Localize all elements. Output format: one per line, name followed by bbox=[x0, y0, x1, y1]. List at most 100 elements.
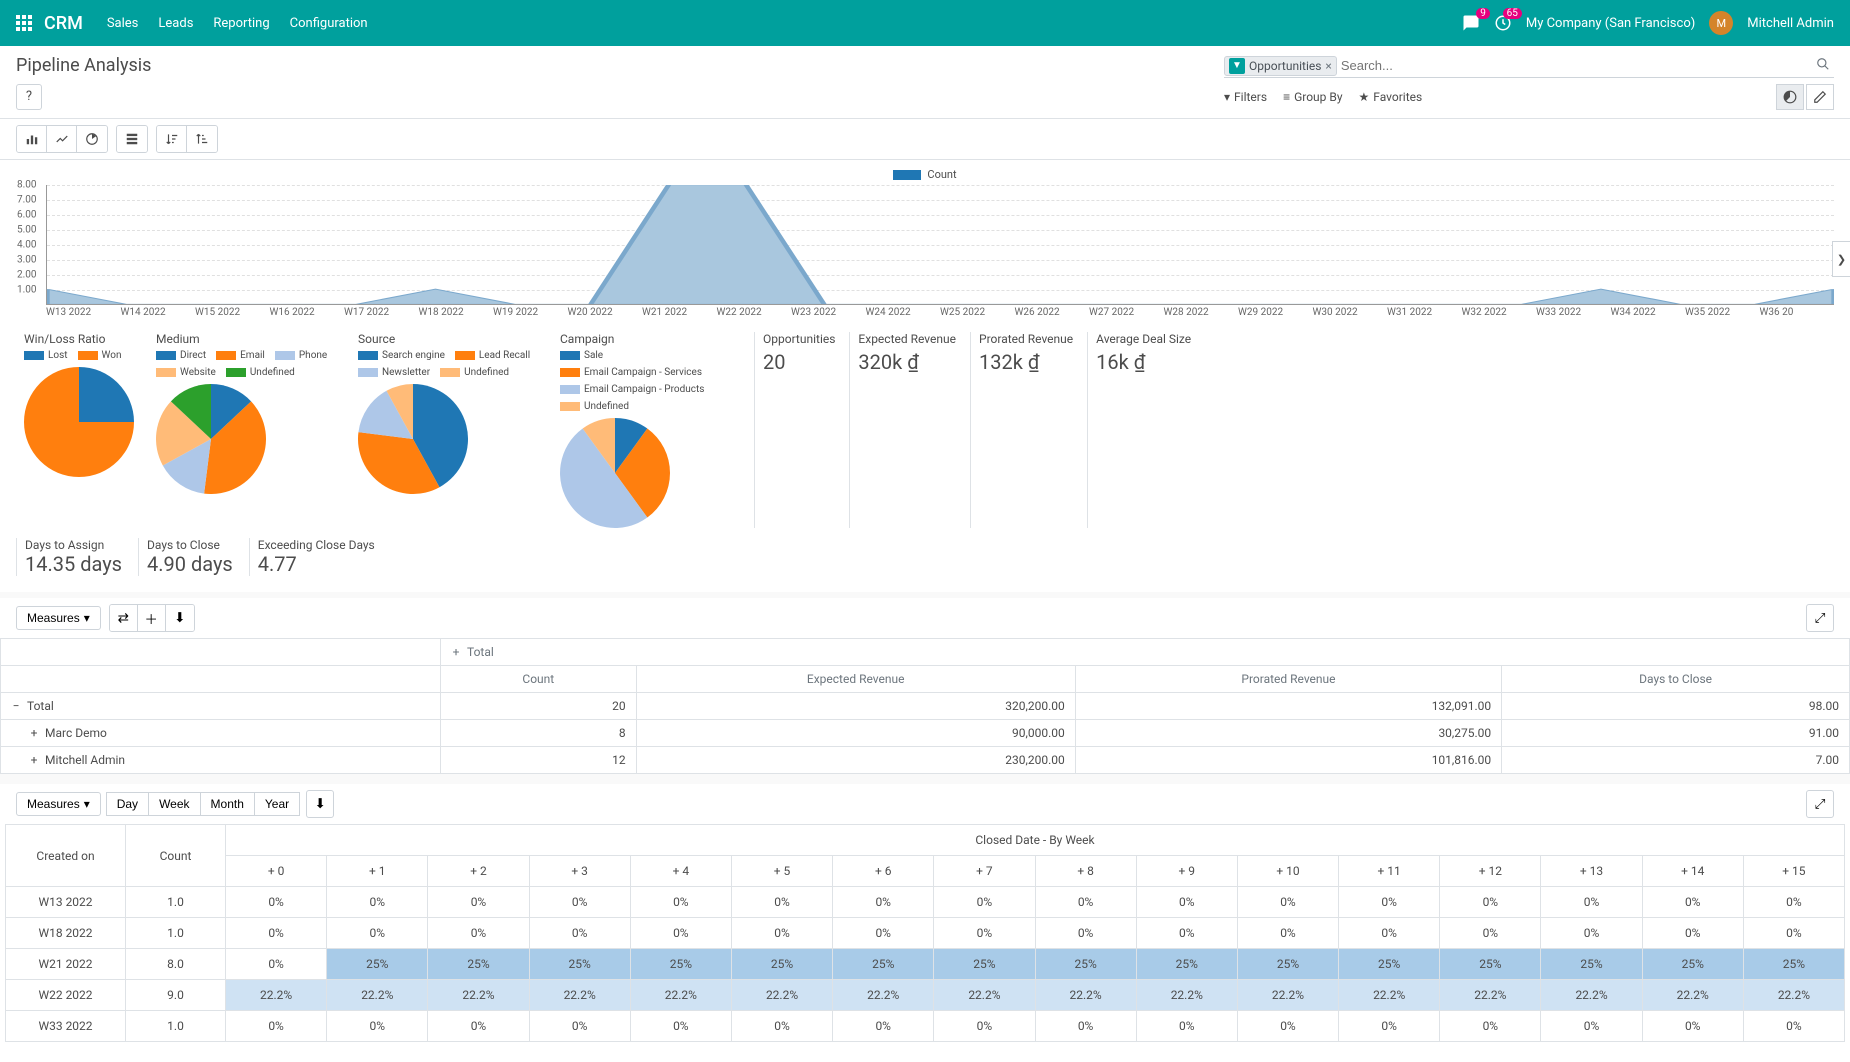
cohort-cell[interactable]: 0% bbox=[226, 918, 327, 949]
cohort-cell[interactable]: 0% bbox=[226, 949, 327, 980]
cohort-cell[interactable]: 25% bbox=[1541, 949, 1642, 980]
line-chart-button[interactable] bbox=[47, 126, 77, 152]
app-brand[interactable]: CRM bbox=[44, 13, 83, 34]
cohort-cell[interactable]: 22.2% bbox=[1237, 980, 1338, 1011]
cohort-cell[interactable]: 0% bbox=[529, 887, 630, 918]
period-button[interactable]: Month bbox=[200, 792, 255, 816]
period-button[interactable]: Day bbox=[106, 792, 149, 816]
cohort-cell[interactable]: 0% bbox=[833, 1011, 934, 1042]
filter-chip-remove[interactable]: × bbox=[1325, 59, 1331, 73]
cohort-cell[interactable]: 25% bbox=[327, 949, 428, 980]
avatar[interactable]: M bbox=[1709, 11, 1733, 35]
cohort-cell[interactable]: 25% bbox=[1035, 949, 1136, 980]
cohort-cell[interactable]: 25% bbox=[630, 949, 731, 980]
pivot-col[interactable]: Expected Revenue bbox=[636, 666, 1075, 693]
pivot-row-label[interactable]: +Mitchell Admin bbox=[1, 747, 441, 774]
cohort-cell[interactable]: 0% bbox=[833, 887, 934, 918]
cohort-cell[interactable]: 22.2% bbox=[630, 980, 731, 1011]
cohort-cell[interactable]: 25% bbox=[833, 949, 934, 980]
cohort-cell[interactable]: 0% bbox=[1642, 887, 1743, 918]
cohort-cell[interactable]: 0% bbox=[1440, 918, 1541, 949]
cohort-cell[interactable]: 0% bbox=[428, 918, 529, 949]
cohort-cell[interactable]: 0% bbox=[1136, 1011, 1237, 1042]
help-icon[interactable]: ? bbox=[16, 84, 42, 110]
cohort-cell[interactable]: 22.2% bbox=[226, 980, 327, 1011]
expand-chart-button[interactable]: ❯ bbox=[1832, 241, 1850, 277]
groupby-menu[interactable]: ≡ Group By bbox=[1283, 90, 1342, 104]
period-button[interactable]: Week bbox=[148, 792, 200, 816]
cohort-cell[interactable]: 0% bbox=[1237, 887, 1338, 918]
cohort-cell[interactable]: 0% bbox=[1743, 887, 1844, 918]
cohort-cell[interactable]: 0% bbox=[630, 887, 731, 918]
cohort-cell[interactable]: 22.2% bbox=[428, 980, 529, 1011]
cohort-cell[interactable]: 0% bbox=[529, 918, 630, 949]
cohort-cell[interactable]: 22.2% bbox=[1743, 980, 1844, 1011]
user-name[interactable]: Mitchell Admin bbox=[1747, 16, 1834, 31]
cohort-cell[interactable]: 0% bbox=[1541, 918, 1642, 949]
cohort-cell[interactable]: 25% bbox=[1339, 949, 1440, 980]
cohort-cell[interactable]: 0% bbox=[1743, 918, 1844, 949]
cohort-cell[interactable]: 25% bbox=[1743, 949, 1844, 980]
nav-menu-sales[interactable]: Sales bbox=[107, 16, 139, 31]
cohort-measures-button[interactable]: Measures ▾ bbox=[16, 792, 101, 816]
cohort-cell[interactable]: 25% bbox=[428, 949, 529, 980]
pivot-row-label[interactable]: +Marc Demo bbox=[1, 720, 441, 747]
pivot-col[interactable]: Prorated Revenue bbox=[1075, 666, 1501, 693]
cohort-cell[interactable]: 0% bbox=[630, 918, 731, 949]
cohort-cell[interactable]: 0% bbox=[428, 1011, 529, 1042]
filter-chip[interactable]: ▼ Opportunities × bbox=[1224, 56, 1337, 76]
stacked-button[interactable] bbox=[117, 126, 147, 152]
apps-icon[interactable] bbox=[16, 15, 32, 31]
flip-axis-button[interactable]: ⇄ bbox=[110, 605, 138, 631]
download-button[interactable]: ⬇ bbox=[166, 605, 194, 631]
cohort-cell[interactable]: 0% bbox=[630, 1011, 731, 1042]
pivot-col-header[interactable]: +Total bbox=[441, 639, 1850, 666]
cohort-cell[interactable]: 0% bbox=[1136, 887, 1237, 918]
cohort-cell[interactable]: 0% bbox=[934, 887, 1035, 918]
pivot-col[interactable]: Days to Close bbox=[1502, 666, 1850, 693]
cohort-cell[interactable]: 0% bbox=[1339, 918, 1440, 949]
pivot-col[interactable]: Count bbox=[441, 666, 637, 693]
cohort-cell[interactable]: 25% bbox=[934, 949, 1035, 980]
cohort-cell[interactable]: 25% bbox=[1136, 949, 1237, 980]
cohort-cell[interactable]: 22.2% bbox=[1035, 980, 1136, 1011]
expand-all-button[interactable]: ＋ bbox=[138, 605, 166, 631]
cohort-cell[interactable]: 22.2% bbox=[934, 980, 1035, 1011]
cohort-fullscreen-button[interactable]: ⤢ bbox=[1806, 790, 1834, 818]
cohort-cell[interactable]: 22.2% bbox=[731, 980, 832, 1011]
cohort-cell[interactable]: 0% bbox=[1237, 918, 1338, 949]
cohort-cell[interactable]: 0% bbox=[731, 1011, 832, 1042]
cohort-cell[interactable]: 0% bbox=[1339, 887, 1440, 918]
cohort-cell[interactable]: 25% bbox=[731, 949, 832, 980]
cohort-cell[interactable]: 22.2% bbox=[833, 980, 934, 1011]
activity-icon[interactable]: 65 bbox=[1494, 14, 1512, 32]
cohort-download-button[interactable]: ⬇ bbox=[306, 790, 334, 818]
nav-menu-configuration[interactable]: Configuration bbox=[290, 16, 368, 31]
cohort-cell[interactable]: 0% bbox=[1035, 1011, 1136, 1042]
bar-chart-button[interactable] bbox=[17, 126, 47, 152]
cohort-cell[interactable]: 0% bbox=[1440, 1011, 1541, 1042]
cohort-cell[interactable]: 0% bbox=[529, 1011, 630, 1042]
cohort-cell[interactable]: 22.2% bbox=[1541, 980, 1642, 1011]
cohort-cell[interactable]: 0% bbox=[327, 918, 428, 949]
pie-chart-button[interactable] bbox=[77, 126, 107, 152]
cohort-cell[interactable]: 22.2% bbox=[1339, 980, 1440, 1011]
cohort-cell[interactable]: 0% bbox=[934, 918, 1035, 949]
cohort-cell[interactable]: 25% bbox=[1642, 949, 1743, 980]
pivot-row-label[interactable]: −Total bbox=[1, 693, 441, 720]
cohort-cell[interactable]: 25% bbox=[1237, 949, 1338, 980]
cohort-cell[interactable]: 0% bbox=[934, 1011, 1035, 1042]
view-edit-button[interactable] bbox=[1806, 84, 1834, 110]
cohort-cell[interactable]: 22.2% bbox=[1642, 980, 1743, 1011]
cohort-cell[interactable]: 0% bbox=[1339, 1011, 1440, 1042]
cohort-cell[interactable]: 25% bbox=[529, 949, 630, 980]
cohort-cell[interactable]: 0% bbox=[428, 887, 529, 918]
cohort-cell[interactable]: 22.2% bbox=[1440, 980, 1541, 1011]
pivot-fullscreen-button[interactable]: ⤢ bbox=[1806, 604, 1834, 632]
cohort-cell[interactable]: 0% bbox=[1035, 887, 1136, 918]
cohort-cell[interactable]: 0% bbox=[833, 918, 934, 949]
favorites-menu[interactable]: ★ Favorites bbox=[1359, 90, 1423, 104]
cohort-cell[interactable]: 0% bbox=[731, 887, 832, 918]
cohort-cell[interactable]: 0% bbox=[327, 887, 428, 918]
cohort-cell[interactable]: 0% bbox=[1743, 1011, 1844, 1042]
